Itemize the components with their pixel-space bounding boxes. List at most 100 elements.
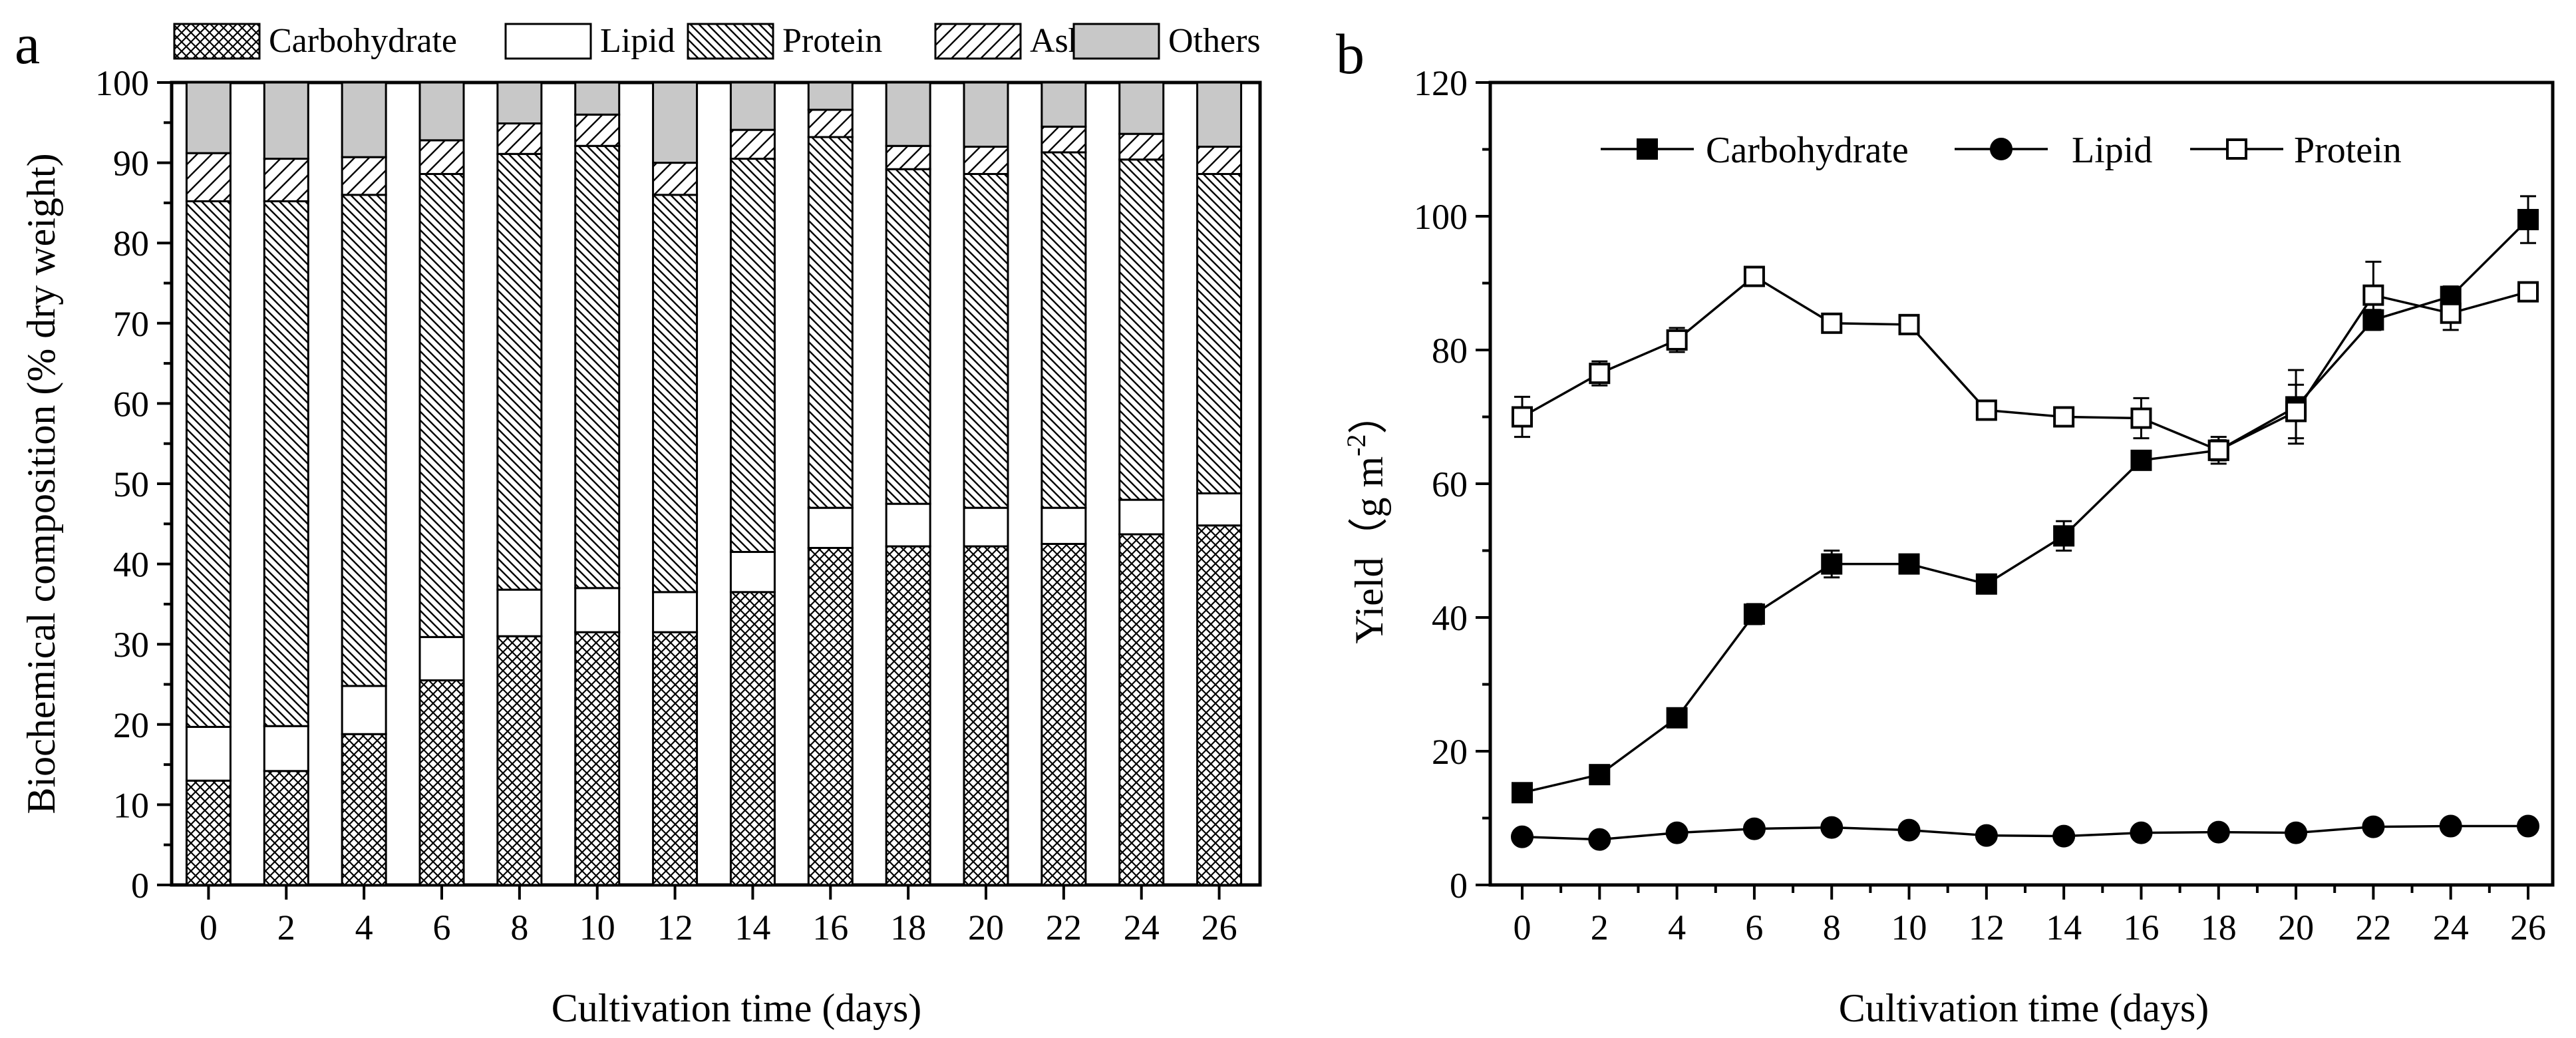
point-protein-day-2 <box>1589 363 1611 385</box>
bar-protein-day-22 <box>1041 151 1087 509</box>
x-tick-label-a: 4 <box>355 908 373 948</box>
bar-lipid-day-10 <box>574 587 621 633</box>
bar-carbohydrate-day-16 <box>807 546 854 886</box>
point-carbohydrate-day-14 <box>2053 525 2075 547</box>
x-tick-label-b: 0 <box>1514 908 1531 948</box>
legend-label-a-protein: Protein <box>782 22 882 60</box>
bar-lipid-day-12 <box>652 591 699 633</box>
x-tick-label-b: 24 <box>2433 908 2469 948</box>
point-lipid-day-22 <box>2362 815 2385 838</box>
bar-ash-day-24 <box>1118 132 1165 161</box>
bar-carbohydrate-day-26 <box>1196 524 1243 886</box>
legend-swatch-a-carbohydrate <box>173 23 261 60</box>
y-tick-label-a: 60 <box>113 384 149 424</box>
bar-protein-day-24 <box>1118 158 1165 501</box>
y-tick-label-a: 80 <box>113 224 149 263</box>
y-axis-title-a: Biochemical composition (% dry weight) <box>19 153 63 814</box>
bar-carbohydrate-day-0 <box>185 779 232 886</box>
legend-label-a-others: Others <box>1168 22 1261 60</box>
bar-ash-day-20 <box>963 145 1009 175</box>
bar-lipid-day-0 <box>185 725 232 782</box>
point-lipid-day-0 <box>1511 825 1533 848</box>
x-axis-title-a: Cultivation time (days) <box>552 986 922 1030</box>
bar-others-day-16 <box>807 81 854 111</box>
bar-carbohydrate-day-6 <box>418 679 465 886</box>
point-protein-day-22 <box>2362 284 2384 306</box>
bar-carbohydrate-day-2 <box>263 770 309 886</box>
legend-label-a-carbohydrate: Carbohydrate <box>269 22 457 60</box>
bar-lipid-day-4 <box>341 685 387 735</box>
x-tick-label-b: 26 <box>2510 908 2546 948</box>
bar-ash-day-12 <box>652 162 699 196</box>
point-carbohydrate-day-22 <box>2362 309 2384 331</box>
legend-marker-b-protein <box>2226 138 2247 160</box>
bar-carbohydrate-day-18 <box>885 545 931 886</box>
bar-others-day-22 <box>1041 81 1087 128</box>
bar-lipid-day-14 <box>729 551 776 594</box>
point-lipid-day-24 <box>2439 814 2462 838</box>
point-carbohydrate-day-6 <box>1743 603 1765 625</box>
y-tick-label-a: 70 <box>113 304 149 344</box>
point-carbohydrate-day-16 <box>2130 449 2152 471</box>
y-tick-label-b: 40 <box>1432 598 1468 638</box>
y-tick-label-a: 40 <box>113 545 149 585</box>
point-protein-day-14 <box>2053 406 2075 428</box>
point-carbohydrate-day-2 <box>1589 764 1611 786</box>
x-tick-label-b: 18 <box>2201 908 2237 948</box>
bar-lipid-day-6 <box>418 635 465 681</box>
bar-carbohydrate-day-8 <box>496 635 543 886</box>
y-tick-label-b: 0 <box>1450 866 1468 906</box>
point-protein-day-24 <box>2440 302 2462 324</box>
x-tick-label-b: 20 <box>2278 908 2314 948</box>
point-protein-day-20 <box>2285 401 2307 423</box>
point-lipid-day-16 <box>2130 821 2153 844</box>
bar-carbohydrate-day-24 <box>1118 533 1165 886</box>
y-tick-label-b: 20 <box>1432 732 1468 772</box>
bar-ash-day-18 <box>885 144 931 170</box>
x-tick-label-a: 0 <box>200 908 218 948</box>
point-carbohydrate-day-4 <box>1666 707 1688 729</box>
point-lipid-day-10 <box>1897 818 1921 842</box>
legend-label-b-lipid: Lipid <box>2072 130 2152 171</box>
y-tick-label-a: 20 <box>113 705 149 745</box>
bar-others-day-14 <box>729 81 776 131</box>
x-tick-label-b: 12 <box>1969 908 2005 948</box>
x-tick-label-b: 14 <box>2046 908 2082 948</box>
y-tick-label-b: 60 <box>1432 464 1468 504</box>
point-lipid-day-12 <box>1975 824 1998 847</box>
point-carbohydrate-day-26 <box>2517 209 2539 231</box>
bar-protein-day-18 <box>885 168 931 505</box>
bar-carbohydrate-day-20 <box>963 545 1009 886</box>
point-protein-day-8 <box>1821 312 1843 334</box>
bar-others-day-2 <box>263 81 309 160</box>
bar-others-day-4 <box>341 81 387 158</box>
x-axis-a: 0 2 4 6 8 10 12 14 16 18 20 22 24 26 <box>200 885 1237 948</box>
series-line-lipid <box>1522 824 2528 841</box>
y-axis-title-b-main: Yield <box>1347 558 1391 644</box>
y-tick-label-b: 120 <box>1414 63 1468 103</box>
bar-carbohydrate-day-12 <box>652 631 699 886</box>
bar-protein-day-10 <box>574 144 621 590</box>
bar-lipid-day-24 <box>1118 498 1165 536</box>
bar-ash-day-2 <box>263 158 309 202</box>
bar-others-day-10 <box>574 81 621 116</box>
bar-others-day-6 <box>418 81 465 142</box>
legend-swatch-a-others <box>1072 23 1160 60</box>
series-line-carbohydrate <box>1522 218 2529 794</box>
panel-label-a: a <box>15 12 40 76</box>
point-lipid-day-18 <box>2207 820 2230 844</box>
legend-swatch-a-ash <box>934 23 1022 60</box>
x-tick-label-a: 12 <box>657 908 693 948</box>
point-protein-day-26 <box>2517 281 2539 303</box>
x-tick-label-b: 16 <box>2123 908 2159 948</box>
legend-label-b-protein: Protein <box>2294 130 2402 171</box>
bar-others-day-24 <box>1118 81 1165 135</box>
point-carbohydrate-day-10 <box>1898 553 1920 575</box>
bar-protein-day-14 <box>729 158 776 554</box>
x-tick-label-a: 26 <box>1202 908 1237 948</box>
x-tick-label-a: 2 <box>277 908 295 948</box>
x-tick-label-b: 8 <box>1823 908 1841 948</box>
point-lipid-day-14 <box>2052 824 2076 848</box>
